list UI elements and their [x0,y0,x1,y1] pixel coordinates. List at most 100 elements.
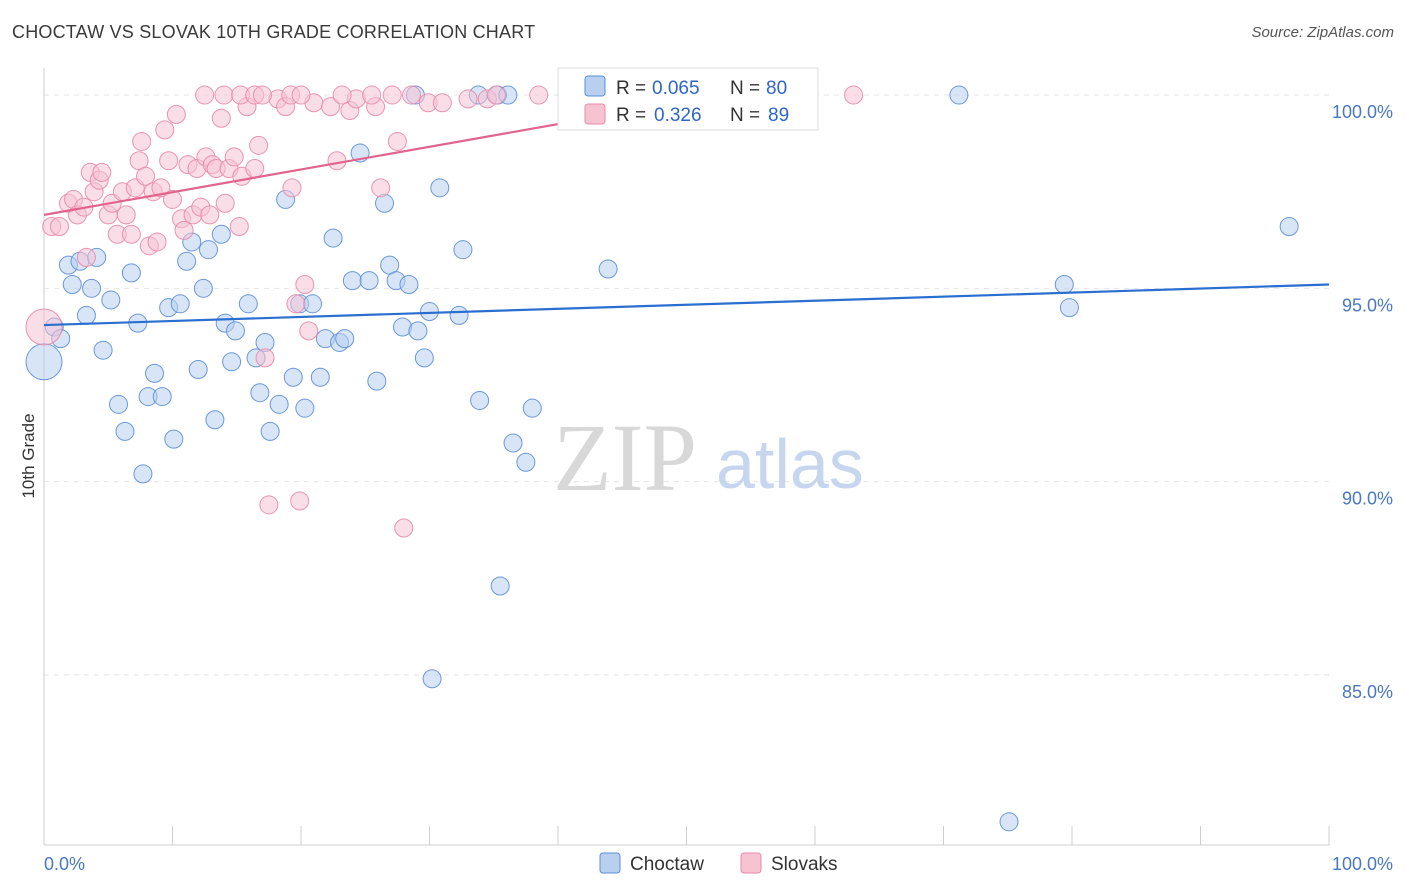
series-legend-swatch-choctaw [599,852,621,874]
slovaks-point-44 [229,216,249,236]
slovaks-point-26 [155,120,175,140]
slovaks-point-56 [295,274,315,294]
slovaks-point-47 [245,159,265,179]
series-legend: Choctaw Slovaks [599,852,838,875]
slovaks-point-66 [394,518,414,538]
slovaks-point-28 [163,189,182,209]
legend-n-value-slovaks: 89 [768,105,789,126]
choctaw-point-65 [490,576,510,596]
choctaw-point-22 [177,251,197,271]
legend-r-label-slovaks: R = [616,105,646,126]
legend-r-label-choctaw: R = [616,78,646,99]
slovaks-point-59 [321,97,341,117]
slovaks-point-27 [159,151,179,171]
slovaks-point-79 [214,85,234,105]
choctaw-point-30 [222,352,242,372]
slovaks-point-40 [211,108,231,128]
slovaks-point-53 [282,178,302,198]
choctaw-point-41 [295,398,315,418]
slovaks-point-48 [249,135,269,155]
choctaw-point-69 [598,259,618,279]
legend-n-value-choctaw: 80 [766,78,787,99]
choctaw-point-60 [422,669,442,689]
slovaks-point-77 [844,85,864,105]
slovaks-point-41 [215,193,235,213]
chart-title: CHOCTAW VS SLOVAK 10TH GRADE CORRELATION… [12,22,536,42]
choctaw-point-9 [93,340,113,360]
slovaks-point-64 [371,178,391,198]
choctaw-point-21 [170,294,190,314]
choctaw-point-20 [164,429,184,449]
choctaw-point-11 [109,394,129,414]
slovaks-point-72 [529,85,549,105]
slovaks-point-55 [290,491,310,511]
slovaks-point-31 [174,220,194,240]
choctaw-point-66 [503,433,523,453]
choctaw-point-31 [225,321,245,341]
slovaks-point-87 [382,85,402,105]
slovaks-point-78 [195,85,215,105]
choctaw-point-75 [949,85,969,105]
choctaw-point-79 [1279,216,1299,236]
slovaks-point-11 [92,162,112,182]
choctaw-point-34 [250,383,270,403]
slovaks-point-17 [121,224,141,244]
choctaw-point-78 [1059,298,1079,318]
y-tick-label-2: 90.0% [1342,489,1393,509]
slovaks-point-68 [432,93,452,113]
choctaw-point-58 [414,348,434,368]
slovaks-point-84 [291,85,311,105]
choctaw-point-68 [522,398,542,418]
slovaks-point-24 [147,232,167,252]
choctaw-point-36 [260,421,280,441]
choctaw-point-42 [303,294,323,314]
slovaks-point-43 [224,147,244,167]
choctaw-point-6 [76,305,96,325]
slovaks-point-20 [132,131,152,151]
slovaks-point-71 [486,85,506,105]
choctaw-trend-line [43,283,1330,327]
choctaw-point-76 [999,812,1019,832]
y-tick-label-3: 85.0% [1342,682,1393,702]
choctaw-point-25 [193,278,213,298]
choctaw-point-63 [453,240,473,260]
choctaw-point-56 [399,274,419,294]
choctaw-point-47 [335,329,355,349]
choctaw-point-0 [25,343,63,381]
slovaks-point-16 [116,205,136,225]
choctaw-point-50 [359,271,379,291]
watermark-atlas: atlas [716,425,864,503]
legend-n-label-choctaw: N = [730,78,760,99]
slovaks-point-0 [25,308,63,346]
y-axis-label: 10th Grade [19,413,38,498]
series-legend-swatch-slovaks [740,852,762,874]
choctaw-point-27 [205,410,225,430]
choctaw-point-28 [211,224,231,244]
slovaks-point-54 [286,294,306,314]
choctaw-point-59 [420,302,439,322]
choctaw-point-18 [152,387,172,407]
watermark-zip: ZIP [553,404,697,511]
chart-source: Source: ZipAtlas.com [1251,24,1394,41]
x-tick-label-max: 100.0% [1332,854,1393,874]
choctaw-point-51 [367,371,387,391]
slovaks-point-50 [259,495,279,515]
slovaks-point-21 [136,166,156,186]
choctaw-point-77 [1054,274,1074,294]
slovaks-point-60 [327,151,347,171]
choctaw-point-15 [133,464,153,484]
choctaw-point-12 [115,421,135,441]
legend-r-value-choctaw: 0.065 [652,78,700,99]
choctaw-point-67 [516,452,536,472]
legend-r-value-slovaks: 0.326 [654,105,702,126]
series-legend-label-slovaks: Slovaks [771,854,838,875]
stats-legend: R = 0.065 N = 80 R = 0.326 N = 89 [557,67,819,131]
choctaw-point-64 [470,390,490,410]
slovaks-point-7 [76,247,96,267]
y-tick-labels: 100.0% 95.0% 90.0% 85.0% [1332,102,1393,702]
choctaw-point-45 [323,228,343,248]
choctaw-point-61 [430,178,450,198]
choctaw-point-17 [145,363,165,383]
choctaw-point-24 [188,360,208,380]
